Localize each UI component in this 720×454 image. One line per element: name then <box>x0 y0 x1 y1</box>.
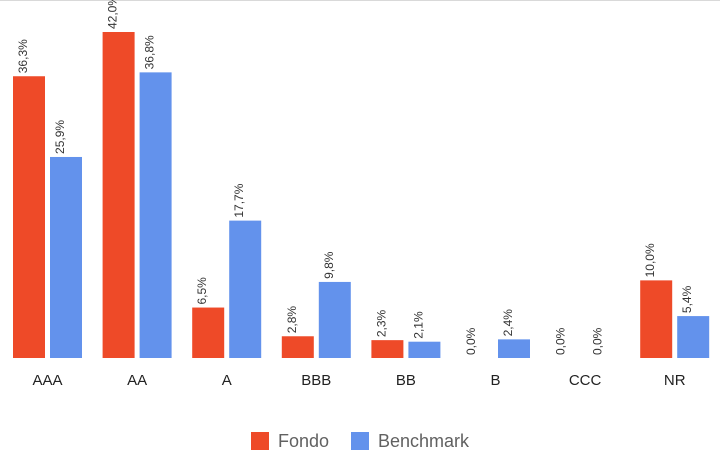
data-label-fondo-aaa: 36,3% <box>16 39 30 73</box>
bar-fondo-bbb[interactable] <box>281 336 314 358</box>
x-tick-label-ccc: CCC <box>569 372 602 389</box>
data-label-fondo-bbb: 2,8% <box>285 306 299 334</box>
legend-label-fondo: Fondo <box>277 430 329 451</box>
x-tick-label-bb: BB <box>396 372 416 389</box>
data-label-fondo-a: 6,5% <box>195 277 209 305</box>
x-tick-label-b: B <box>490 372 500 389</box>
legend-swatch-fondo <box>250 432 269 450</box>
x-tick-label-aaa: AAA <box>32 372 62 389</box>
data-label-benchmark-bbb: 9,8% <box>322 251 336 279</box>
data-label-benchmark-b: 2,4% <box>501 309 515 337</box>
legend-item-benchmark[interactable]: Benchmark <box>351 431 469 452</box>
data-label-benchmark-nr: 5,4% <box>680 285 694 313</box>
bar-benchmark-aa[interactable] <box>139 72 172 358</box>
data-label-fondo-aa: 42,0% <box>106 0 120 29</box>
legend-label-benchmark: Benchmark <box>378 430 470 451</box>
bar-fondo-nr[interactable] <box>640 280 673 358</box>
data-label-fondo-bb: 2,3% <box>374 309 388 337</box>
bar-benchmark-aaa[interactable] <box>50 156 82 358</box>
bar-benchmark-bb[interactable] <box>408 341 441 358</box>
bar-fondo-aa[interactable] <box>102 32 135 358</box>
data-label-fondo-ccc: 0,0% <box>554 327 568 355</box>
bar-benchmark-bbb[interactable] <box>318 281 351 358</box>
top-divider <box>0 0 720 1</box>
data-label-fondo-nr: 10,0% <box>643 243 657 277</box>
legend-item-fondo[interactable]: Fondo <box>250 430 329 452</box>
data-label-fondo-b: 0,0% <box>464 327 478 355</box>
bar-fondo-aaa[interactable] <box>13 76 45 358</box>
bar-chart: 36,3% 25,9% AAA 42,0% 36,8% AA 6,5% 17,7% A 2,8% 9… <box>13 0 710 389</box>
bar-benchmark-b[interactable] <box>498 339 530 358</box>
bar-benchmark-a[interactable] <box>229 220 262 358</box>
legend: Fondo Benchmark <box>0 428 720 454</box>
x-tick-label-nr: NR <box>664 372 686 389</box>
bar-fondo-bb[interactable] <box>371 340 404 358</box>
data-label-benchmark-aa: 36,8% <box>143 35 157 69</box>
x-tick-label-a: A <box>222 372 232 389</box>
data-label-benchmark-bb: 2,1% <box>411 311 425 339</box>
data-label-benchmark-ccc: 0,0% <box>591 327 605 355</box>
data-label-benchmark-a: 17,7% <box>232 183 246 217</box>
x-tick-label-bbb: BBB <box>301 372 331 389</box>
legend-swatch-benchmark <box>351 432 369 450</box>
x-tick-label-aa: AA <box>127 372 147 389</box>
bar-fondo-a[interactable] <box>192 307 225 358</box>
bar-benchmark-nr[interactable] <box>677 316 710 358</box>
data-label-benchmark-aaa: 25,9% <box>53 120 67 154</box>
